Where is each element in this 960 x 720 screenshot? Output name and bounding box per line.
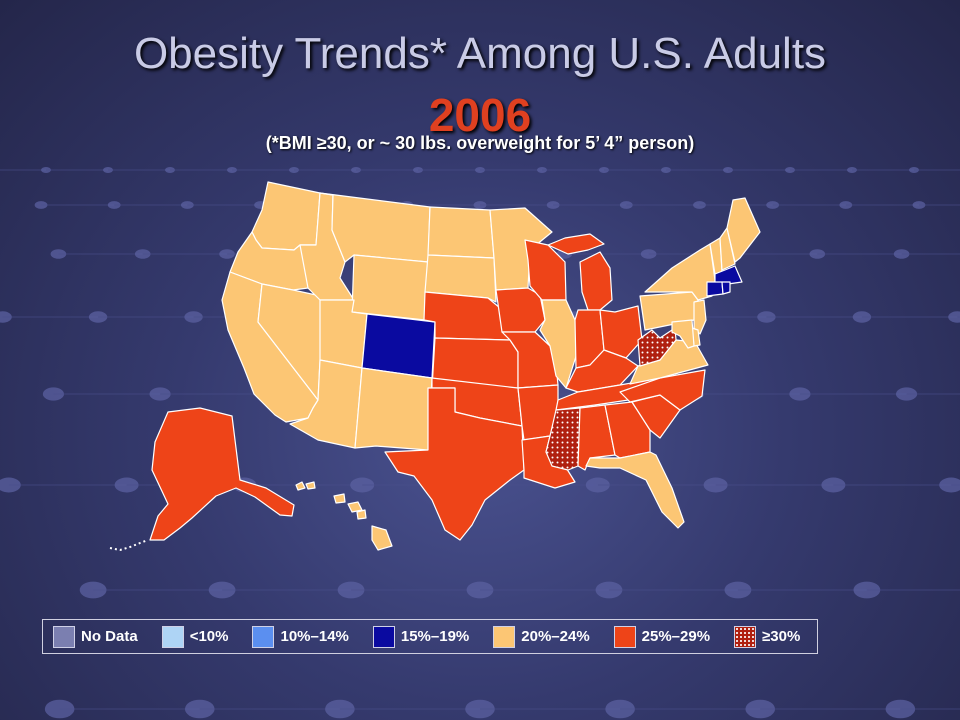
state-nm <box>354 367 433 451</box>
state-nc <box>619 369 706 411</box>
state-mi <box>579 251 613 311</box>
grid-dot <box>948 311 960 323</box>
state-hi-3 <box>333 493 346 504</box>
legend-item: ≥30% <box>734 625 814 648</box>
legend-swatch <box>372 625 395 648</box>
state-hi-2 <box>305 481 316 490</box>
grid-dot <box>724 581 752 599</box>
state-hi-6 <box>371 525 393 551</box>
legend-swatch <box>493 625 516 648</box>
state-hi-4 <box>347 501 363 513</box>
legend-swatch <box>734 625 757 648</box>
grid-dot <box>619 201 633 209</box>
legend-label: No Data <box>81 628 138 645</box>
legend-label: ≥30% <box>762 628 801 645</box>
legend-item: 15%–19% <box>372 625 483 648</box>
state-hi-5 <box>356 509 367 520</box>
legend-label: <10% <box>189 628 229 645</box>
legend-item: 20%–24% <box>493 625 603 648</box>
state-ct <box>706 281 724 297</box>
grid-dot <box>939 477 960 493</box>
state-hi-1 <box>295 481 306 491</box>
state-sd <box>424 254 497 303</box>
state-nj <box>693 299 707 335</box>
bmi-footnote: (*BMI ≥30, or ~ 30 lbs. overweight for 5… <box>265 133 695 153</box>
state-nd <box>427 206 495 259</box>
legend-label: 10%–14% <box>280 628 349 645</box>
legend-label: 25%–29% <box>641 628 711 645</box>
legend-swatch <box>613 625 636 648</box>
state-ri <box>721 281 731 295</box>
legend-item: 10%–14% <box>252 625 362 648</box>
legend-swatch <box>252 625 275 648</box>
state-co <box>361 313 436 379</box>
year-label: 2006 <box>428 89 532 141</box>
state-tx <box>384 387 525 541</box>
legend-item: No Data <box>53 625 152 648</box>
grid-dot <box>839 201 853 209</box>
state-ak <box>149 407 295 541</box>
grid-dot <box>42 387 65 401</box>
legend-swatch <box>161 625 184 648</box>
grid-dot <box>912 201 926 209</box>
state-wa <box>251 181 321 251</box>
state-mi-up <box>547 233 605 255</box>
state-ny <box>644 243 716 301</box>
legend-label: 15%–19% <box>400 628 470 645</box>
state-nh <box>719 227 736 271</box>
grid-dot <box>595 581 623 599</box>
grid-dot <box>546 201 560 209</box>
page-title: Obesity Trends* Among U.S. Adults <box>133 29 827 78</box>
legend-swatch <box>53 625 75 648</box>
legend-item: 25%–29% <box>613 625 724 648</box>
alaska-aleutians <box>109 539 149 552</box>
state-me <box>726 197 761 263</box>
state-fl <box>585 451 685 529</box>
legend-item: <10% <box>161 625 243 648</box>
state-il <box>539 299 579 389</box>
legend-label: 20%–24% <box>521 628 590 645</box>
legend: No Data <10% 10%–14% 15%–19% 20%–24% 25%–29% ≥… <box>42 619 818 654</box>
state-md <box>671 319 695 349</box>
grid-dot <box>149 387 171 401</box>
state-wy <box>351 254 429 321</box>
